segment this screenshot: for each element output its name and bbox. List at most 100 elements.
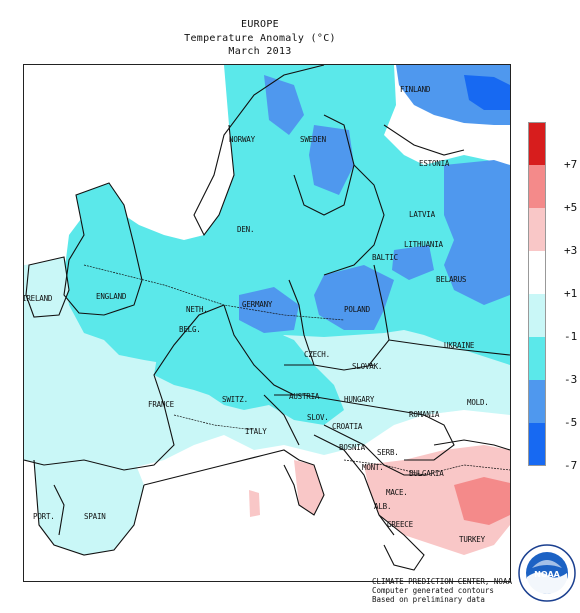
border-italy xyxy=(263,394,300,446)
country-label: IRELAND xyxy=(23,294,53,303)
coastline-finland-gulf xyxy=(383,124,465,156)
scale-swatch xyxy=(528,337,546,380)
country-label: MACE. xyxy=(386,488,408,497)
contour-line xyxy=(83,264,345,321)
contour-line xyxy=(343,459,510,476)
anomaly-zone-blue-sweden xyxy=(309,125,354,195)
country-label: GREECE xyxy=(387,520,413,529)
country-label: MONT. xyxy=(362,463,384,472)
coastline-uk xyxy=(63,182,143,316)
country-label: FINLAND xyxy=(400,85,431,94)
color-scale xyxy=(528,122,546,466)
scale-swatch xyxy=(528,208,546,251)
country-label: ROMANIA xyxy=(409,410,440,419)
anomaly-zone-blue-germany xyxy=(239,287,299,333)
country-label: SWITZ. xyxy=(222,395,248,404)
map-title: EUROPE xyxy=(241,19,279,30)
country-label: BELARUS xyxy=(436,275,467,284)
coastline-scandinavia xyxy=(193,65,325,237)
country-label: SERB. xyxy=(377,448,399,457)
country-label: ENGLAND xyxy=(96,292,127,301)
country-label: POLAND xyxy=(344,305,370,314)
coastline-black-sea xyxy=(433,439,510,451)
scale-tick-label: -7 xyxy=(564,459,578,472)
country-label: GERMANY xyxy=(242,300,273,309)
country-label: SWEDEN xyxy=(300,135,326,144)
coastline-greece xyxy=(378,514,425,571)
country-label: TURKEY xyxy=(459,535,485,544)
map-period: March 2013 xyxy=(228,46,292,57)
coastline-sweden xyxy=(293,114,355,216)
credit-line: CLIMATE PREDICTION CENTER, NOAA xyxy=(372,577,512,586)
country-label: NETH. xyxy=(186,305,208,314)
scale-tick-label: +1 xyxy=(564,287,578,300)
border-poland-east xyxy=(368,264,390,366)
border-romania xyxy=(393,409,455,461)
anomaly-map-canvas xyxy=(24,65,510,571)
country-label: ITALY xyxy=(245,427,267,436)
anomaly-zone-ireland xyxy=(26,257,69,317)
country-label: LATVIA xyxy=(409,210,435,219)
anomaly-zone-blue-latvia xyxy=(392,245,434,280)
noaa-label: NOAA xyxy=(534,570,560,579)
coastline-mediterranean xyxy=(143,449,325,516)
credit-line: Computer generated contours xyxy=(372,586,494,595)
border-france-germany xyxy=(223,304,295,396)
country-label: UKRAINE xyxy=(444,341,475,350)
scale-swatch xyxy=(528,380,546,423)
scale-tick-label: +5 xyxy=(564,201,578,214)
credit-line: Based on preliminary data xyxy=(372,595,485,604)
scale-tick-label: -3 xyxy=(564,373,578,386)
country-label: HUNGARY xyxy=(344,395,375,404)
scale-swatch xyxy=(528,294,546,337)
country-label: SLOVAK. xyxy=(352,362,383,371)
map-subtitle: Temperature Anomaly (°C) xyxy=(184,33,336,44)
country-label: DEN. xyxy=(237,225,255,234)
anomaly-zone-pink-italy xyxy=(294,460,324,515)
scale-tick-label: -5 xyxy=(564,416,578,429)
country-label: FRANCE xyxy=(148,400,174,409)
border-spain-portugal xyxy=(53,484,65,536)
anomaly-zone-blue-norway xyxy=(264,75,304,135)
anomaly-zone-light-pink xyxy=(364,445,510,555)
border-balkans xyxy=(323,424,424,476)
country-label: BELG. xyxy=(179,325,201,334)
country-label: AUSTRIA xyxy=(289,392,320,401)
country-label: BOSNIA xyxy=(339,443,365,452)
border-germany-poland xyxy=(288,279,315,366)
scale-swatch xyxy=(528,165,546,208)
noaa-seal-icon: NOAA xyxy=(518,544,576,602)
border-austria-hungary xyxy=(274,394,395,411)
country-label: LITHUANIA xyxy=(404,240,443,249)
country-label: MOLD. xyxy=(467,398,489,407)
coastline-ireland xyxy=(25,256,70,318)
scale-swatch xyxy=(528,122,546,165)
scale-tick-label: +7 xyxy=(564,158,578,171)
country-label: CROATIA xyxy=(332,422,363,431)
country-label: SPAIN xyxy=(84,512,106,521)
border-belarus-ukraine xyxy=(388,339,510,356)
coastline-adriatic xyxy=(313,434,395,536)
scale-swatch xyxy=(528,423,546,466)
scale-tick-label: -1 xyxy=(564,330,578,343)
country-label: NORWAY xyxy=(229,135,255,144)
country-label: BULGARIA xyxy=(409,469,444,478)
anomaly-zone-cyan xyxy=(64,65,510,375)
coastline-baltic xyxy=(323,164,385,276)
coastline-atlantic xyxy=(24,304,225,471)
anomaly-zone-pink-sardinia xyxy=(249,490,260,517)
anomaly-zone-blue-baltic xyxy=(444,160,510,305)
contour-line xyxy=(173,414,255,431)
country-label: CZECH. xyxy=(304,350,330,359)
country-label: ALB. xyxy=(374,502,392,511)
anomaly-zone-blue-poland xyxy=(314,265,394,330)
coastline-iberia xyxy=(33,459,145,556)
anomaly-zone-iberia xyxy=(34,450,144,555)
anomaly-zone-france xyxy=(154,315,344,425)
country-label: SLOV. xyxy=(307,413,329,422)
border-czech-slovak xyxy=(284,364,375,371)
anomaly-zone-uk xyxy=(64,183,142,315)
scale-tick-label: +3 xyxy=(564,244,578,257)
anomaly-zone-dark-blue xyxy=(464,75,510,110)
anomaly-zone-pink xyxy=(454,477,510,525)
